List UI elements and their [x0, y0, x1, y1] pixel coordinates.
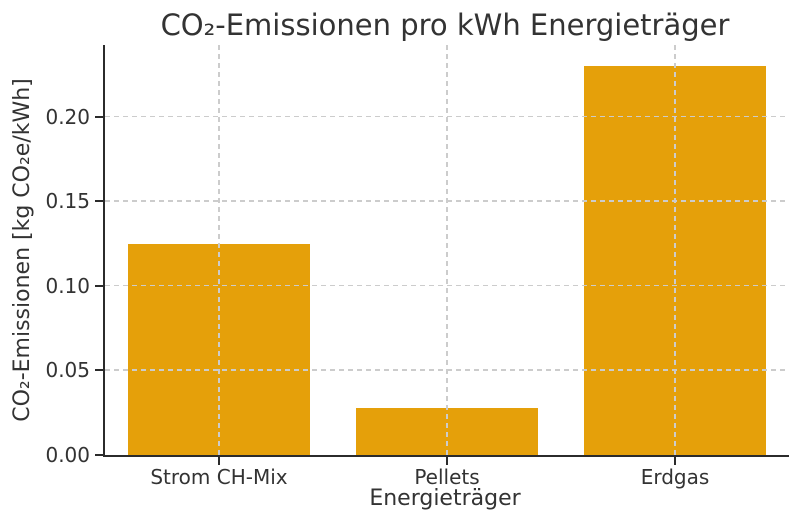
- vertical-gridline: [674, 45, 676, 455]
- vertical-gridline: [218, 45, 220, 455]
- y-tick-mark: [95, 115, 103, 118]
- y-tick-label: 0.10: [45, 273, 90, 298]
- y-tick-mark: [95, 200, 103, 203]
- y-tick-mark: [95, 369, 103, 372]
- y-tick-label: 0.15: [45, 189, 90, 214]
- y-tick-label: 0.00: [45, 443, 90, 467]
- y-tick-mark: [95, 454, 103, 456]
- y-tick-label: 0.05: [45, 358, 90, 383]
- vertical-gridline: [446, 45, 448, 455]
- x-tick-mark: [218, 457, 220, 465]
- grid-layer: [105, 45, 789, 455]
- x-tick-mark: [674, 457, 676, 465]
- x-tick-label: Pellets: [414, 465, 480, 489]
- y-tick-label: 0.20: [45, 104, 90, 129]
- x-tick-mark: [446, 457, 448, 465]
- x-tick-label: Erdgas: [640, 465, 710, 489]
- plot-area: [103, 45, 789, 457]
- y-tick-mark: [95, 284, 103, 287]
- x-axis-label: Energieträger: [369, 486, 521, 511]
- chart-title: CO₂-Emissionen pro kWh Energieträger: [160, 8, 730, 42]
- x-tick-label: Strom CH-Mix: [150, 465, 288, 489]
